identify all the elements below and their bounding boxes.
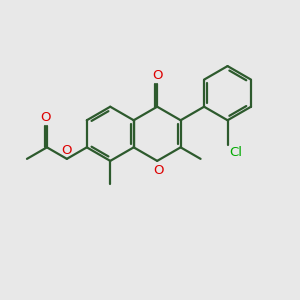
Text: O: O: [40, 111, 51, 124]
Text: O: O: [61, 144, 72, 158]
Text: O: O: [153, 164, 164, 177]
Text: O: O: [152, 69, 162, 82]
Text: Cl: Cl: [229, 146, 242, 159]
